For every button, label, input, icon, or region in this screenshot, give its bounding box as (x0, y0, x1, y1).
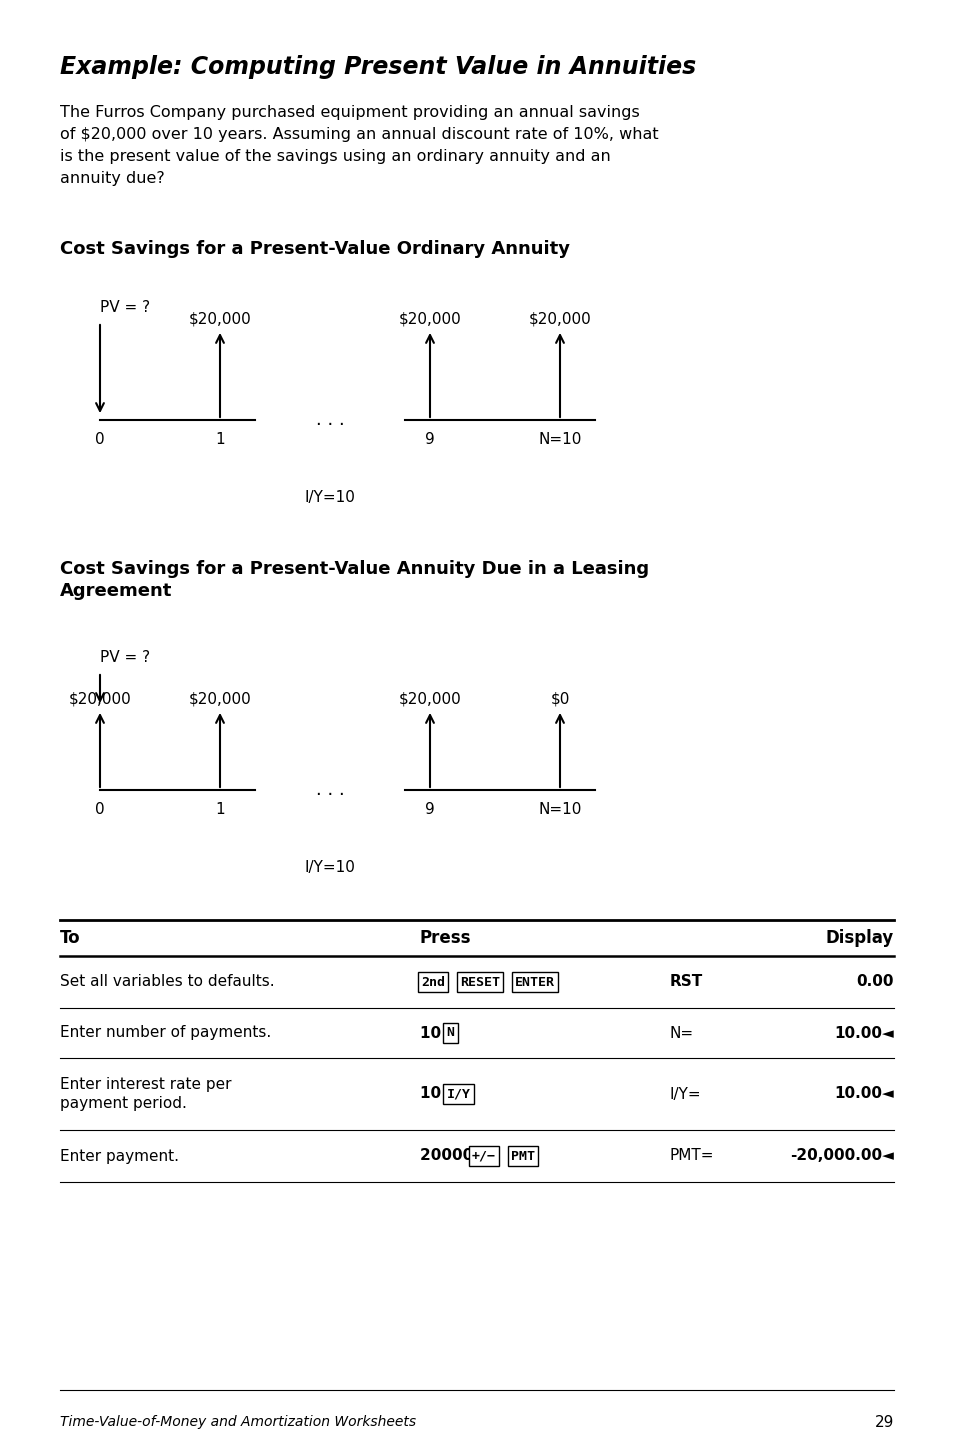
Text: annuity due?: annuity due? (60, 170, 165, 186)
Text: . . .: . . . (315, 780, 344, 799)
Text: 9: 9 (425, 432, 435, 447)
Text: +/−: +/− (472, 1149, 496, 1162)
Text: 10: 10 (419, 1086, 446, 1102)
Text: Example: Computing Present Value in Annuities: Example: Computing Present Value in Annu… (60, 55, 696, 79)
Text: RST: RST (669, 974, 702, 990)
Text: PMT=: PMT= (669, 1149, 714, 1163)
Text: . . .: . . . (315, 411, 344, 430)
Text: 10.00◄: 10.00◄ (833, 1025, 893, 1041)
Text: 9: 9 (425, 802, 435, 817)
Text: N: N (446, 1026, 454, 1040)
Text: 0.00: 0.00 (856, 974, 893, 990)
Text: 0: 0 (95, 802, 105, 817)
Text: To: To (60, 929, 81, 946)
Text: Cost Savings for a Present-Value Ordinary Annuity: Cost Savings for a Present-Value Ordinar… (60, 240, 569, 258)
Text: Enter payment.: Enter payment. (60, 1149, 179, 1163)
Text: I/Y=: I/Y= (669, 1086, 700, 1102)
Text: 0: 0 (95, 432, 105, 447)
Text: RESET: RESET (459, 976, 499, 989)
Text: $20,000: $20,000 (398, 692, 461, 706)
Text: PV = ?: PV = ? (100, 649, 150, 665)
Text: 2nd: 2nd (420, 976, 444, 989)
Text: I/Y=10: I/Y=10 (304, 491, 355, 505)
Text: Press: Press (419, 929, 471, 946)
Text: is the present value of the savings using an ordinary annuity and an: is the present value of the savings usin… (60, 149, 610, 165)
Text: N=10: N=10 (537, 802, 581, 817)
Text: 1: 1 (215, 802, 225, 817)
Text: N=: N= (669, 1025, 694, 1041)
Text: Cost Savings for a Present-Value Annuity Due in a Leasing: Cost Savings for a Present-Value Annuity… (60, 561, 648, 578)
Text: $20,000: $20,000 (398, 312, 461, 326)
Text: I/Y: I/Y (446, 1088, 470, 1101)
Text: 20000: 20000 (419, 1149, 478, 1163)
Text: Agreement: Agreement (60, 582, 172, 600)
Text: Set all variables to defaults.: Set all variables to defaults. (60, 974, 274, 990)
Text: I/Y=10: I/Y=10 (304, 860, 355, 875)
Text: PMT: PMT (511, 1149, 535, 1162)
Text: Time-Value-of-Money and Amortization Worksheets: Time-Value-of-Money and Amortization Wor… (60, 1415, 416, 1428)
Text: $20,000: $20,000 (189, 312, 251, 326)
Text: PV = ?: PV = ? (100, 300, 150, 314)
Text: Enter interest rate per
payment period.: Enter interest rate per payment period. (60, 1076, 232, 1111)
Text: -20,000.00◄: -20,000.00◄ (789, 1149, 893, 1163)
Text: 29: 29 (874, 1415, 893, 1430)
Text: 10.00◄: 10.00◄ (833, 1086, 893, 1102)
Text: $20,000: $20,000 (528, 312, 591, 326)
Text: $0: $0 (550, 692, 569, 706)
Text: ENTER: ENTER (515, 976, 555, 989)
Text: Enter number of payments.: Enter number of payments. (60, 1025, 271, 1041)
Text: 1: 1 (215, 432, 225, 447)
Text: 10: 10 (419, 1025, 446, 1041)
Text: $20,000: $20,000 (69, 692, 132, 706)
Text: of $20,000 over 10 years. Assuming an annual discount rate of 10%, what: of $20,000 over 10 years. Assuming an an… (60, 127, 658, 143)
Text: N=10: N=10 (537, 432, 581, 447)
Text: Display: Display (825, 929, 893, 946)
Text: $20,000: $20,000 (189, 692, 251, 706)
Text: The Furros Company purchased equipment providing an annual savings: The Furros Company purchased equipment p… (60, 105, 639, 119)
